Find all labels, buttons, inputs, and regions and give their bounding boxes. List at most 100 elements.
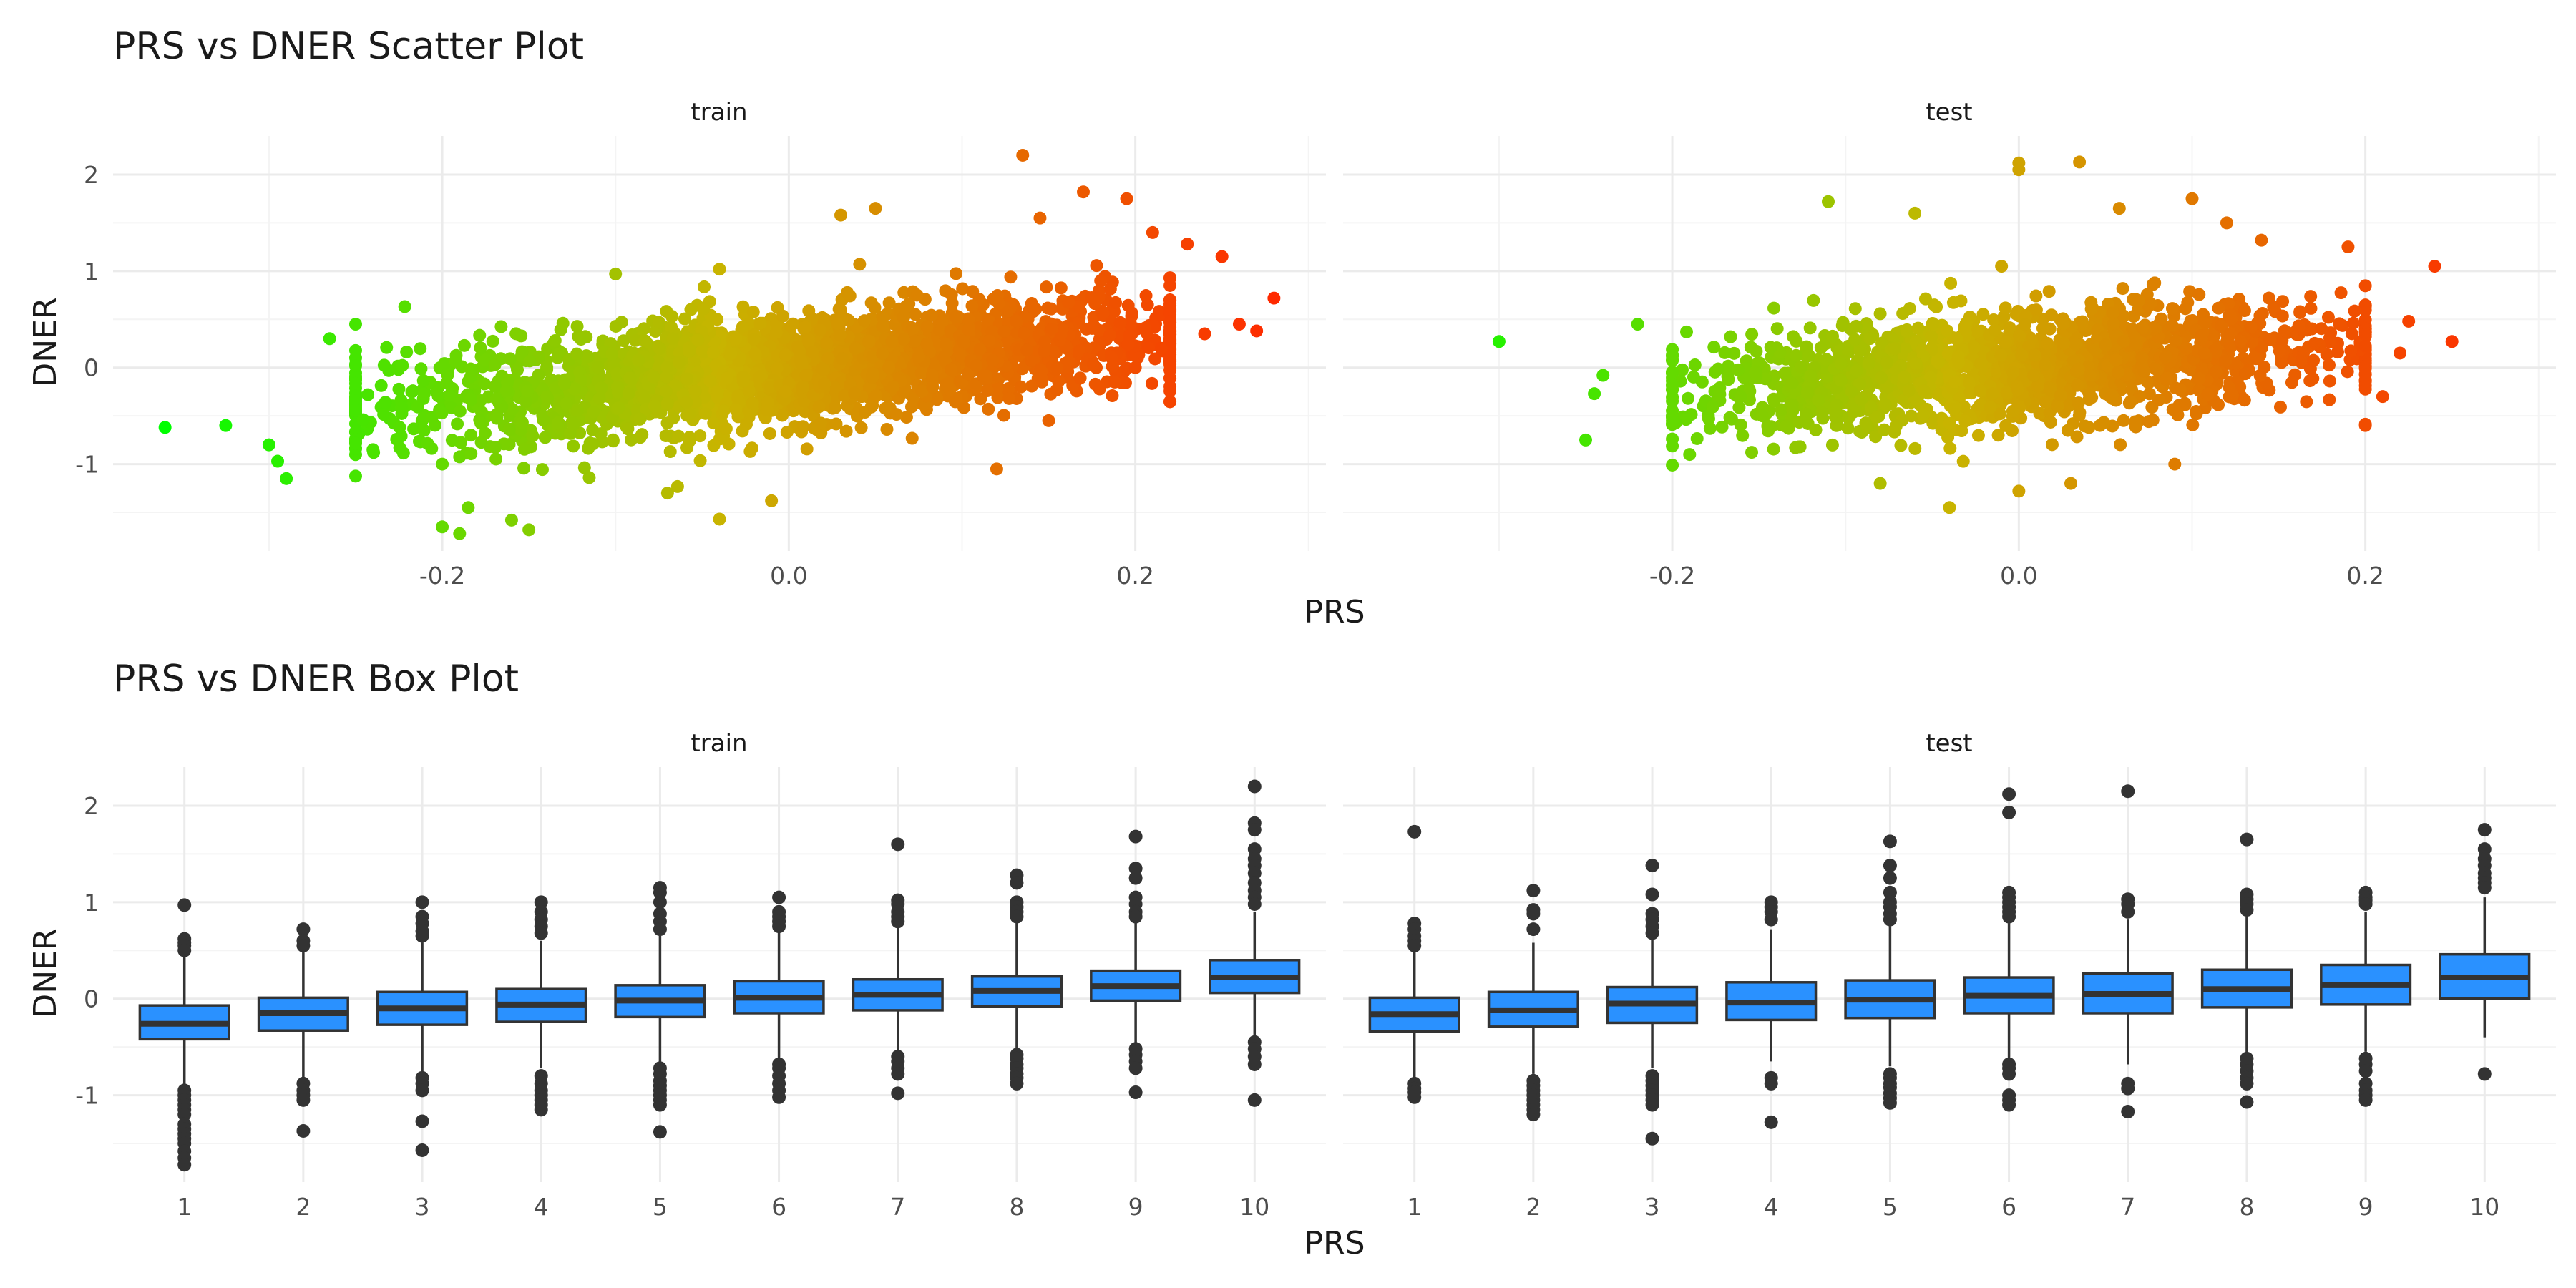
scatter-point [1835,319,1849,333]
scatter-point [796,420,810,434]
scatter-point [506,402,519,416]
scatter-point [2224,340,2238,353]
scatter-point [606,433,620,447]
scatter-point [2358,313,2372,326]
scatter-point [2244,321,2258,334]
scatter-point [1755,409,1769,423]
scatter-point [622,387,635,401]
scatter-point [417,424,431,437]
scatter-point [820,336,834,350]
scatter-point [1845,385,1858,399]
scatter-point [1947,402,1961,416]
scatter-point [377,358,391,372]
scatter-point [1715,420,1729,434]
scatter-point [832,302,846,316]
scatter-point [1596,369,1610,382]
box-outlier [1883,912,1897,927]
scatter-point [1163,271,1177,285]
scatter-point [2225,389,2239,402]
scatter-point [2057,317,2070,331]
scatter-point [361,388,375,401]
box-outlier [1247,779,1262,794]
scatter-point [2304,301,2318,315]
scatter-point [862,335,876,348]
scatter-point [2223,326,2237,340]
scatter-point [2112,202,2126,215]
scatter-point [2155,312,2168,326]
scatter-point [2263,333,2277,346]
scatter-point [2190,407,2203,421]
scatter-point [876,310,889,323]
box-outlier [653,895,667,909]
scatter-point [2061,424,2074,437]
x-tick-label: 0.2 [1116,562,1153,590]
scatter-point [377,408,391,421]
scatter-point [1959,317,1973,331]
box-outlier [2477,842,2492,857]
scatter-point [349,376,362,390]
scatter-point [2323,331,2336,345]
box-outlier [1247,897,1262,912]
scatter-point [1911,321,1925,335]
scatter-point [538,431,552,444]
scatter-point [1077,185,1090,199]
scatter-point [1666,439,1679,453]
box-outlier [1010,909,1024,924]
box-outlier [653,1125,667,1139]
scatter-point [794,353,807,366]
scatter-point [1880,356,1894,369]
box-outlier [1247,823,1262,837]
scatter-point [489,392,503,406]
box-4 [1725,895,1818,1129]
box-outlier [1247,866,1262,880]
x-tick-label: 7 [890,1193,905,1221]
x-tick-label: 5 [653,1193,668,1221]
scatter-point [945,296,959,310]
scatter-point [499,384,513,397]
scatter-point [667,411,680,425]
x-tick-label: 3 [1645,1193,1660,1221]
box-outlier [1010,876,1024,890]
scatter-point [219,419,233,432]
scatter-point [2129,420,2142,434]
scatter-point [1862,357,1875,371]
scatter-point [729,403,743,416]
scatter-point [720,371,733,385]
scatter-point [474,436,488,449]
scatter-point [488,358,502,371]
scatter-point [763,426,776,440]
scatter-point [1764,341,1777,354]
x-tick-label: 10 [1239,1193,1269,1221]
scatter-point [1918,292,1932,306]
scatter-point [1666,414,1679,427]
scatter-point [1062,296,1075,309]
scatter-point [2233,334,2247,348]
scatter-point [678,312,691,326]
scatter-point [1889,419,1903,433]
scatter-point [2117,414,2130,427]
scatter-point [1727,346,1741,360]
box-outlier [2240,903,2254,917]
scatter-point [910,288,924,302]
scatter-point [2057,336,2071,350]
scatter-point [349,343,362,357]
scatter-point [753,316,767,330]
scatter-point [1943,441,1957,455]
scatter-point [2006,366,2020,379]
scatter-point [841,286,854,299]
scatter-point [609,267,623,280]
y-tick-label: 0 [84,985,99,1013]
scatter-point [2112,365,2125,379]
scatter-point [672,356,686,369]
scatter-point [570,320,584,333]
scatter-point [414,362,428,376]
box-outlier [1645,859,1659,873]
scatter-point [556,316,570,330]
scatter-point [660,361,674,374]
scatter-point [769,326,783,339]
scatter-point [965,299,979,313]
box-outlier [2240,832,2254,847]
scatter-point [2212,301,2225,315]
scatter-point [451,417,464,431]
scatter-point [1086,357,1100,371]
